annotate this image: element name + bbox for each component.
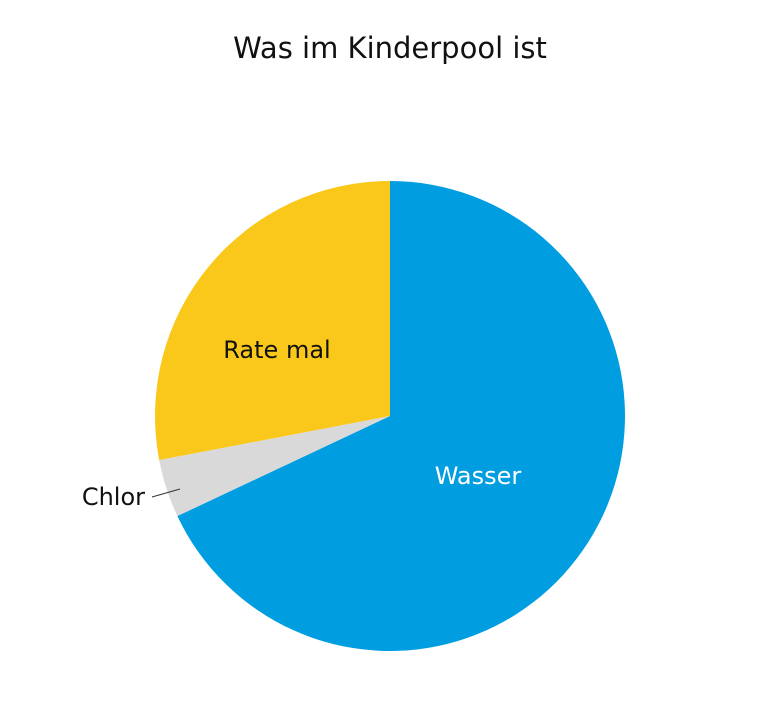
slice-label: Rate mal <box>223 336 330 364</box>
slice-label: Wasser <box>435 462 522 490</box>
pie-slice <box>154 181 390 461</box>
chart-title: Was im Kinderpool ist <box>233 31 547 65</box>
slice-label: Chlor <box>82 483 145 511</box>
pie-slice <box>177 181 626 652</box>
leader-line <box>151 488 181 498</box>
pie-slice <box>159 416 390 517</box>
